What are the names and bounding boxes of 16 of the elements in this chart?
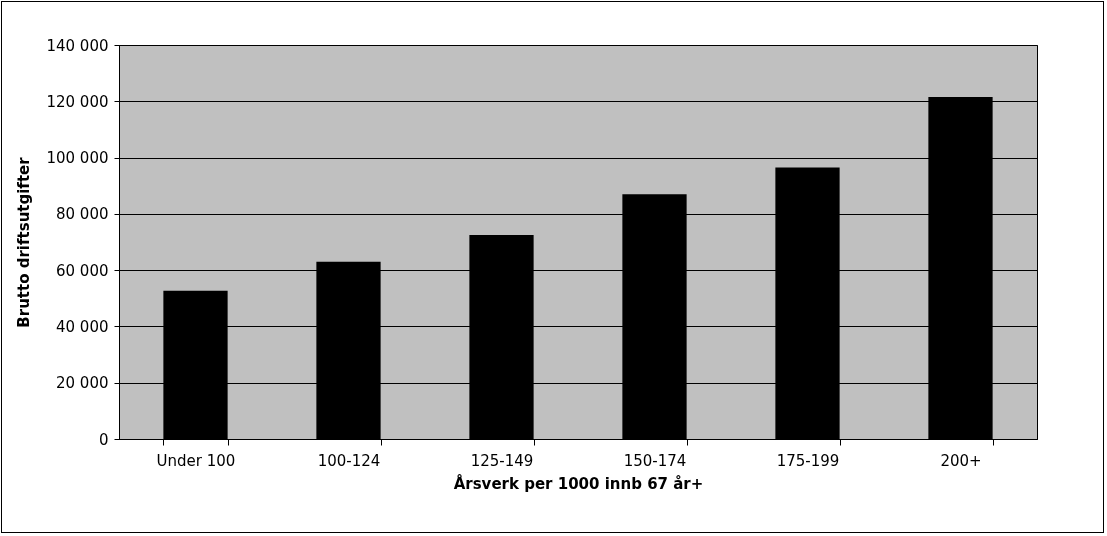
x-tick-label: Under 100 xyxy=(156,451,236,470)
y-tick-label: 40 000 xyxy=(56,317,109,336)
x-tick-label: 150-174 xyxy=(623,451,687,470)
x-axis-title: Årsverk per 1000 innb 67 år+ xyxy=(453,473,704,493)
y-tick-label: 140 000 xyxy=(46,36,109,55)
y-tick-label: 20 000 xyxy=(56,374,109,393)
x-tick-label: 100-124 xyxy=(317,451,381,470)
x-tick-label: 200+ xyxy=(940,451,982,470)
y-axis-title: Brutto driftsutgifter xyxy=(15,156,34,328)
y-tick-label: 60 000 xyxy=(56,261,109,280)
x-tick-label: 175-199 xyxy=(776,451,840,470)
y-tick-label: 0 xyxy=(98,430,109,449)
x-tick-label: 125-149 xyxy=(470,451,534,470)
y-tick-label: 120 000 xyxy=(46,92,109,111)
y-tick-label: 80 000 xyxy=(56,205,109,224)
y-tick-label: 100 000 xyxy=(46,149,109,168)
